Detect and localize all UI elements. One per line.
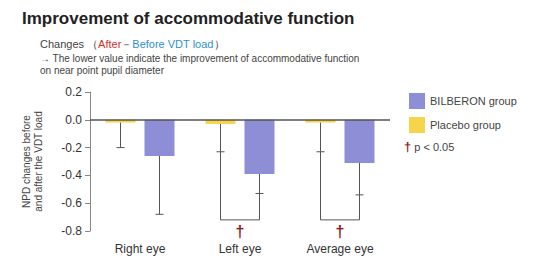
svg-text:-0.4: -0.4	[61, 168, 82, 182]
svg-text:†: †	[404, 139, 411, 154]
svg-text:0.2: 0.2	[65, 85, 82, 99]
svg-text:-0.8: -0.8	[61, 224, 82, 238]
svg-text:Before VDT load: Before VDT load	[132, 38, 213, 50]
svg-text:）: ）	[214, 38, 225, 50]
svg-text:p < 0.05: p < 0.05	[411, 141, 454, 153]
svg-text:－: －	[121, 38, 132, 50]
svg-text:†: †	[336, 223, 345, 240]
svg-text:Left eye: Left eye	[219, 242, 262, 256]
svg-text:†: †	[236, 223, 245, 240]
svg-text:-0.6: -0.6	[61, 196, 82, 210]
svg-text:Average eye: Average eye	[306, 242, 373, 256]
svg-text:Right eye: Right eye	[115, 242, 166, 256]
svg-text:BILBERON group: BILBERON group	[430, 95, 517, 107]
svg-text:Improvement of accommodative f: Improvement of accommodative function	[22, 9, 355, 28]
svg-text:Placebo group: Placebo group	[430, 119, 501, 131]
svg-text:After: After	[98, 38, 122, 50]
svg-text:Changes （: Changes （	[40, 38, 98, 50]
svg-text:and after the VDT load: and after the VDT load	[33, 111, 44, 211]
svg-text:→ The lower value indicate the: → The lower value indicate the improveme…	[40, 53, 359, 64]
svg-text:0.0: 0.0	[65, 113, 82, 127]
svg-text:on near point pupil diameter: on near point pupil diameter	[40, 65, 165, 76]
svg-text:-0.2: -0.2	[61, 141, 82, 155]
svg-text:NPD changes before: NPD changes before	[21, 115, 32, 208]
